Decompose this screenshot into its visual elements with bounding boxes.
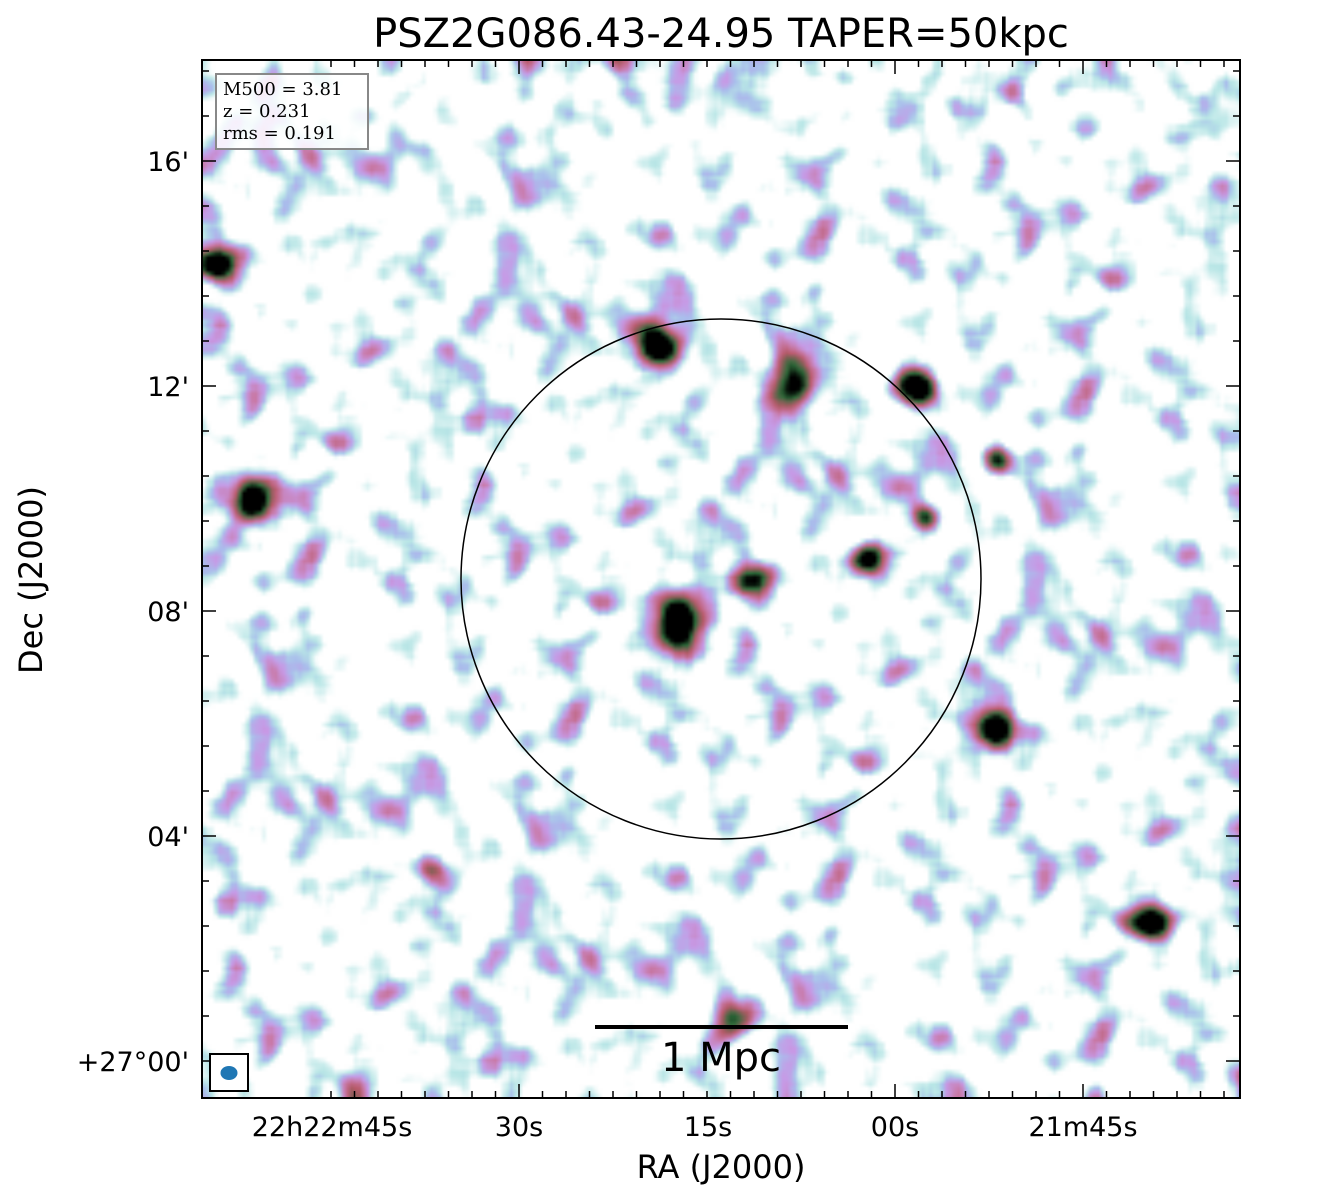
x-tick-label-30s: 30s	[495, 1112, 543, 1143]
beam-indicator	[209, 1053, 249, 1092]
x-tick-label-00s: 00s	[871, 1112, 919, 1143]
r500-circle	[460, 318, 982, 840]
y-tick-label-12: 12'	[147, 372, 189, 403]
y-tick-label-16: 16'	[147, 147, 189, 178]
x-axis-label: RA (J2000)	[637, 1148, 806, 1186]
y-tick-label-08: 08'	[147, 597, 189, 628]
x-tick-label-15s: 15s	[684, 1112, 732, 1143]
x-tick-label-22h22m45s: 22h22m45s	[252, 1112, 413, 1143]
plot-frame	[201, 59, 1241, 1099]
axis-ticks	[202, 60, 1240, 1098]
scale-bar: 1 Mpc	[595, 1025, 848, 1081]
info-rms: rms = 0.191	[223, 123, 336, 144]
info-box-frame	[215, 73, 369, 150]
info-box: M500 = 3.81 z = 0.231 rms = 0.191	[215, 73, 369, 150]
info-mass: M500 = 3.81	[223, 79, 342, 100]
x-tick-label-21m45s: 21m45s	[1028, 1112, 1137, 1143]
y-tick-label-04: 04'	[147, 822, 189, 853]
y-tick-label-00: +27°00'	[77, 1047, 189, 1078]
info-redshift: z = 0.231	[223, 101, 311, 122]
radio-intensity-map	[202, 60, 1240, 1098]
map-image	[202, 60, 1240, 1098]
scale-bar-label: 1 Mpc	[661, 1035, 781, 1081]
y-axis-label: Dec (J2000)	[12, 486, 50, 674]
beam-ellipse	[220, 1066, 238, 1080]
chart-title: PSZ2G086.43-24.95 TAPER=50kpc	[373, 11, 1069, 57]
